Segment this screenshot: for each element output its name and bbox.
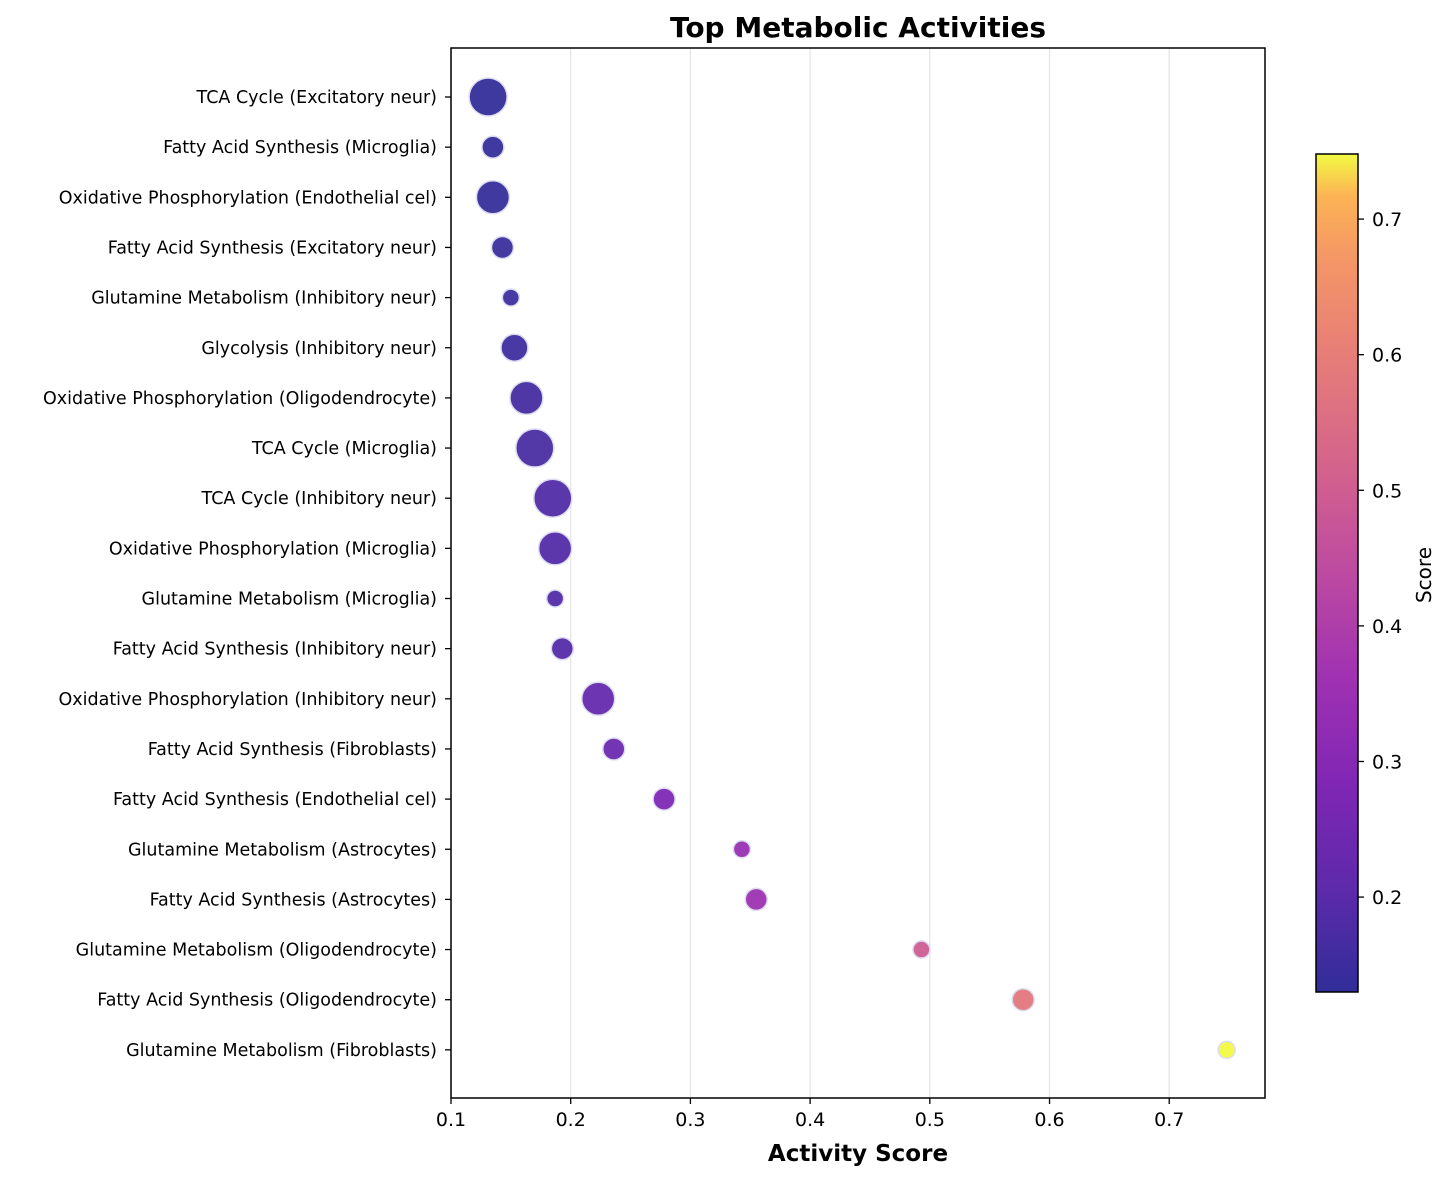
y-tick-label: Fatty Acid Synthesis (Inhibitory neur) [113,640,437,660]
y-tick-label: Glutamine Metabolism (Inhibitory neur) [91,289,437,309]
colorbar-label: Score [1412,547,1436,603]
scatter-point [537,531,573,566]
scatter-point [1011,987,1035,1012]
y-tick-label: Fatty Acid Synthesis (Fibroblasts) [148,740,437,760]
y-tick-label: Glutamine Metabolism (Astrocytes) [128,840,437,860]
scatter-point [652,787,676,811]
plot-frame [450,47,1266,1099]
y-tick-label: TCA Cycle (Inhibitory neur) [201,489,437,509]
scatter-point [509,380,544,416]
colorbar-ticks: 0.2 0.3 0.4 0.5 0.6 0.7 [1358,209,1402,909]
y-tick-label: Fatty Acid Synthesis (Excitatory neur) [108,238,437,258]
scatter-point [744,887,768,912]
y-tick-label: Fatty Acid Synthesis (Astrocytes) [150,890,437,910]
colorbar-tick-label: 0.4 [1372,616,1402,638]
scatter-point [475,180,511,215]
scatter-point [545,589,565,608]
x-axis-ticks: 0.1 0.2 0.3 0.4 0.5 0.6 0.7 [436,1098,1184,1131]
x-tick-label: 0.7 [1154,1109,1184,1131]
x-tick-label: 0.3 [675,1109,705,1131]
x-axis-label: Activity Score [768,1141,948,1167]
scatter-point [468,77,508,117]
colorbar-tick-label: 0.2 [1372,887,1402,909]
scatter-point [501,288,521,307]
scatter-points [468,77,1236,1060]
colorbar-tick-label: 0.3 [1372,751,1402,773]
x-tick-label: 0.6 [1034,1109,1064,1131]
scatter-point [580,681,616,717]
scatter-point [602,737,626,761]
colorbar-tick-label: 0.6 [1372,345,1402,367]
y-tick-label: Oxidative Phosphorylation (Oligodendrocy… [43,389,437,409]
colorbar-gradient [1316,154,1358,992]
scatter-point [533,478,573,518]
x-tick-label: 0.5 [915,1109,945,1131]
y-tick-label: Oxidative Phosphorylation (Microglia) [109,539,437,559]
y-tick-label: Fatty Acid Synthesis (Microglia) [163,138,437,158]
y-tick-label: Fatty Acid Synthesis (Oligodendrocyte) [97,991,437,1011]
scatter-point [500,333,529,362]
colorbar-frame [1315,153,1359,993]
scatter-point [550,636,575,661]
scatter-point [732,840,752,859]
x-tick-label: 0.1 [436,1109,466,1131]
colorbar-tick-label: 0.7 [1372,209,1402,231]
y-tick-label: Glutamine Metabolism (Microglia) [142,590,437,610]
y-axis-ticks: TCA Cycle (Excitatory neur) Fatty Acid Sy… [43,88,451,1061]
x-tick-label: 0.4 [795,1109,825,1131]
scatter-point [515,428,555,468]
scatter-point [1217,1040,1236,1060]
chart-title: Top Metabolic Activities [670,11,1046,44]
y-tick-label: Glycolysis (Inhibitory neur) [201,339,437,359]
y-tick-label: Glutamine Metabolism (Fibroblasts) [126,1041,437,1061]
scatter-point [490,235,515,260]
y-tick-label: TCA Cycle (Excitatory neur) [196,88,437,108]
y-tick-label: Oxidative Phosphorylation (Endothelial c… [59,188,437,208]
scatter-point [481,135,505,159]
x-gridlines [450,48,1170,1098]
y-tick-label: Glutamine Metabolism (Oligodendrocyte) [76,941,437,961]
y-tick-label: Oxidative Phosphorylation (Inhibitory ne… [59,690,438,710]
colorbar: 0.2 0.3 0.4 0.5 0.6 0.7 Score [1315,153,1436,993]
y-tick-label: Fatty Acid Synthesis (Endothelial cel) [113,790,437,810]
x-tick-label: 0.2 [556,1109,586,1131]
y-tick-label: TCA Cycle (Microglia) [251,439,437,459]
scatter-point [912,940,931,959]
colorbar-tick-label: 0.5 [1372,480,1402,502]
